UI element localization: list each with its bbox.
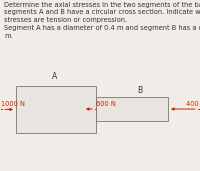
Bar bbox=[96, 97, 168, 121]
Text: 1000 N: 1000 N bbox=[1, 101, 25, 107]
Text: B: B bbox=[137, 86, 143, 95]
Text: 400 N: 400 N bbox=[186, 101, 200, 107]
Text: Determine the axial stresses in the two segments of the bar shown. Both
segments: Determine the axial stresses in the two … bbox=[4, 2, 200, 39]
Text: 600 N: 600 N bbox=[96, 101, 115, 107]
Bar bbox=[16, 86, 96, 133]
Text: A: A bbox=[52, 72, 58, 81]
